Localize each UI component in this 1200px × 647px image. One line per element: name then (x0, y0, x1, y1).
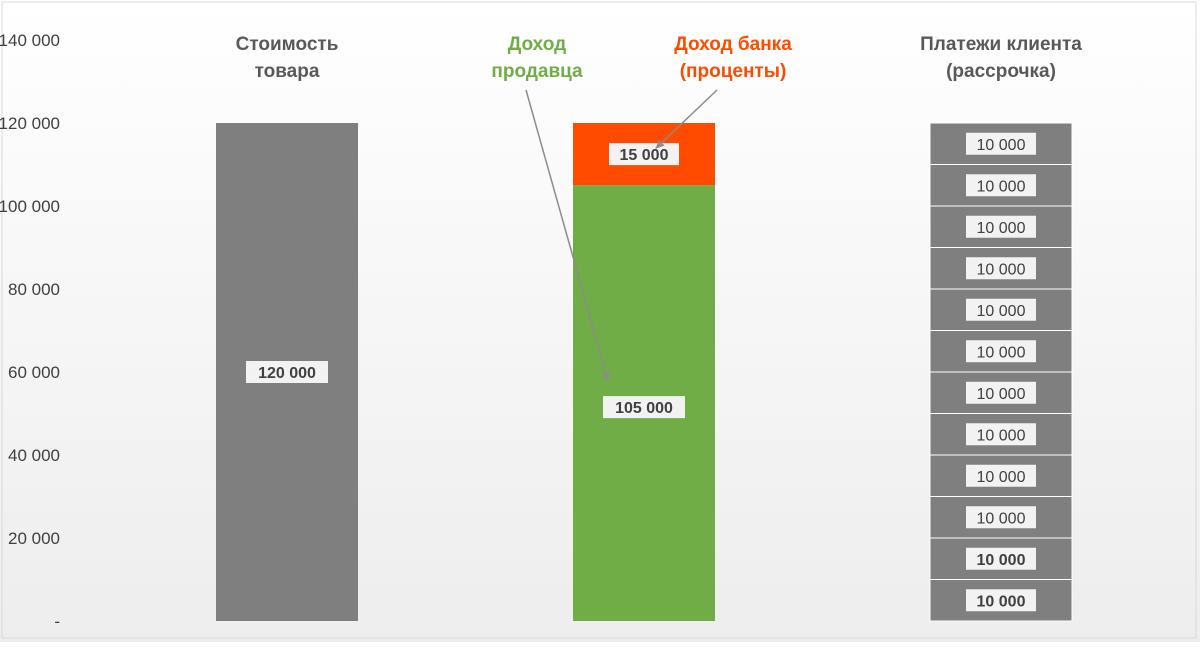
installment-label: 10 000 (966, 547, 1036, 570)
installment-label-bg (966, 464, 1036, 487)
y-tick-label: 120 000 (0, 114, 60, 133)
y-tick-label: 40 000 (8, 446, 60, 465)
installment-label-text: 10 000 (977, 552, 1026, 569)
annotation-label: (проценты) (680, 61, 787, 82)
data-label-bg (603, 396, 685, 419)
installment-label-text: 10 000 (977, 303, 1026, 320)
y-tick-label: 60 000 (8, 363, 60, 382)
category-header: Платежи клиента (920, 34, 1082, 55)
annotation-label: Доход банка (674, 34, 792, 55)
data-label-text: 15 000 (620, 147, 669, 164)
category-header: товара (255, 61, 320, 82)
data-label-bg (246, 361, 328, 383)
installment-label-text: 10 000 (977, 137, 1026, 154)
installment-label: 10 000 (966, 381, 1036, 404)
installment-label-text: 10 000 (977, 178, 1026, 195)
data-label: 120 000 (246, 361, 328, 383)
annotation-arrow (525, 89, 610, 383)
y-tick-label: - (54, 612, 60, 631)
annotation-label: продавца (491, 61, 583, 82)
installment-label: 10 000 (966, 298, 1036, 321)
installment-label-text: 10 000 (977, 427, 1026, 444)
data-label-text: 120 000 (258, 365, 316, 382)
installment-label-bg (966, 589, 1036, 612)
installment-label: 10 000 (966, 464, 1036, 487)
y-tick-label: 20 000 (8, 529, 60, 548)
installment-label: 10 000 (966, 174, 1036, 197)
data-label: 105 000 (603, 396, 685, 419)
annotation-arrow (655, 89, 718, 149)
installment-label: 10 000 (966, 506, 1036, 529)
data-label-text: 105 000 (615, 400, 673, 417)
installment-label: 10 000 (966, 589, 1036, 612)
installment-label-text: 10 000 (977, 220, 1026, 237)
installment-label: 10 000 (966, 257, 1036, 280)
installment-label-bg (966, 257, 1036, 280)
category-header: Стоимость (236, 34, 339, 55)
annotation-label: Доход (508, 34, 566, 55)
installment-label-bg (966, 423, 1036, 446)
category-header: (рассрочка) (946, 61, 1056, 82)
y-tick-label: 80 000 (8, 280, 60, 299)
installment-label: 10 000 (966, 215, 1036, 238)
data-label: 15 000 (609, 143, 679, 166)
installment-label: 10 000 (966, 423, 1036, 446)
installment-label-bg (966, 174, 1036, 197)
installment-label-text: 10 000 (977, 386, 1026, 403)
installment-label-bg (966, 298, 1036, 321)
installment-label-bg (966, 340, 1036, 363)
installment-label-text: 10 000 (977, 510, 1026, 527)
y-tick-label: 140 000 (0, 31, 60, 50)
installment-label: 10 000 (966, 132, 1036, 155)
installment-label-bg (966, 547, 1036, 570)
installment-label-text: 10 000 (977, 261, 1026, 278)
installment-label-bg (966, 381, 1036, 404)
installment-label-text: 10 000 (977, 469, 1026, 486)
installment-label-text: 10 000 (977, 344, 1026, 361)
y-tick-label: 100 000 (0, 197, 60, 216)
installment-segment (929, 454, 1073, 497)
installment-label-bg (966, 132, 1036, 155)
installment-label: 10 000 (966, 340, 1036, 363)
installment-label-text: 10 000 (977, 593, 1026, 610)
installment-label-bg (966, 506, 1036, 529)
installment-label-bg (966, 215, 1036, 238)
